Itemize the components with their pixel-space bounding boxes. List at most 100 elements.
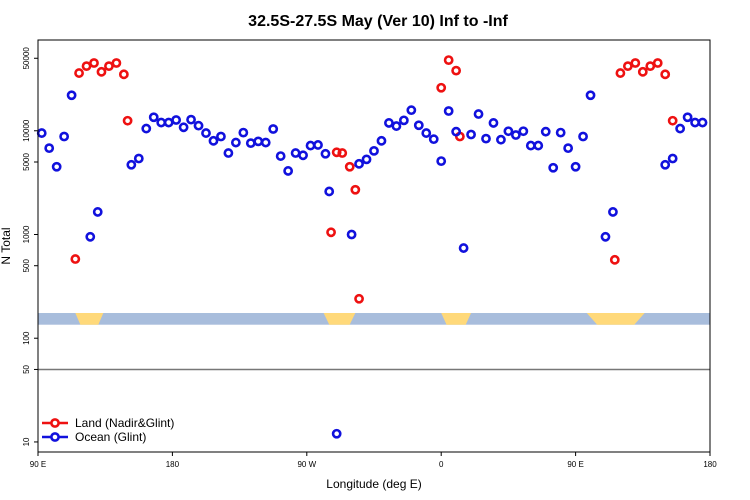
ocean-point-23 bbox=[238, 127, 249, 138]
land-point-22 bbox=[622, 61, 633, 72]
ocean-point-52 bbox=[458, 243, 469, 253]
land-point-18 bbox=[451, 65, 462, 76]
land-point-27 bbox=[660, 69, 671, 80]
ocean-point-59 bbox=[510, 130, 521, 140]
ocean-point-25 bbox=[253, 136, 264, 147]
y-tick-label-6: 5000 bbox=[22, 153, 31, 171]
ocean-point-14 bbox=[171, 115, 182, 125]
ocean-point-44 bbox=[398, 115, 409, 126]
y-axis: 10 50 100 500 1000 5000 10000 50000 bbox=[22, 47, 38, 446]
land-point-15 bbox=[354, 293, 364, 304]
land-point-11 bbox=[331, 147, 342, 158]
ocean-point-65 bbox=[555, 127, 566, 138]
legend-marker-ocean bbox=[50, 432, 60, 442]
ocean-point-60 bbox=[518, 126, 529, 137]
land-point-9 bbox=[122, 115, 133, 126]
ocean-point-28 bbox=[275, 151, 286, 161]
land-point-21 bbox=[615, 68, 626, 78]
ocean-point-45 bbox=[406, 105, 417, 116]
land-band-segment-1 bbox=[75, 313, 104, 325]
y-tick-label-3: 100 bbox=[22, 331, 31, 345]
land-point-14 bbox=[350, 184, 361, 195]
land-mask-band bbox=[38, 313, 710, 325]
ocean-point-53 bbox=[466, 129, 476, 140]
ocean-point-39 bbox=[361, 154, 372, 165]
y-axis-label: N Total bbox=[0, 227, 13, 264]
ocean-point-68 bbox=[578, 131, 588, 142]
chart-title: 32.5S-27.5S May (Ver 10) Inf to -Inf bbox=[248, 13, 508, 30]
ocean-point-36 bbox=[331, 428, 342, 439]
legend-label-land: Land (Nadir&Glint) bbox=[75, 416, 174, 430]
land-point-4 bbox=[89, 58, 99, 68]
ocean-point-72 bbox=[660, 159, 671, 170]
ocean-point-24 bbox=[245, 138, 256, 149]
y-tick-label-1: 10 bbox=[22, 437, 31, 446]
ocean-point-15 bbox=[178, 122, 189, 133]
x-tick-label-5: 90 E bbox=[567, 460, 583, 469]
ocean-point-75 bbox=[682, 112, 693, 123]
y-tick-label-4: 500 bbox=[22, 259, 31, 273]
ocean-point-35 bbox=[324, 186, 335, 197]
ocean-point-3 bbox=[51, 161, 62, 172]
ocean-band bbox=[38, 313, 710, 325]
ocean-point-76 bbox=[690, 117, 700, 128]
ocean-point-48 bbox=[428, 134, 439, 145]
data-points bbox=[36, 55, 708, 439]
x-tick-label-2: 180 bbox=[166, 460, 180, 469]
ocean-point-56 bbox=[488, 118, 499, 128]
land-band-segment-4 bbox=[586, 313, 645, 325]
land-point-7 bbox=[111, 58, 122, 68]
ocean-point-21 bbox=[223, 148, 234, 158]
land-point-20 bbox=[609, 254, 620, 265]
ocean-point-46 bbox=[413, 120, 424, 131]
ocean-point-62 bbox=[533, 140, 544, 151]
ocean-point-32 bbox=[305, 140, 316, 151]
land-point-6 bbox=[104, 61, 114, 72]
y-tick-label-7: 10000 bbox=[22, 119, 31, 142]
legend: Land (Nadir&Glint)Ocean (Glint) bbox=[42, 416, 174, 444]
ocean-point-30 bbox=[290, 148, 301, 158]
ocean-point-34 bbox=[320, 148, 331, 159]
land-point-24 bbox=[637, 66, 648, 77]
ocean-point-67 bbox=[570, 161, 581, 172]
y-tick-label-8: 50000 bbox=[22, 47, 31, 70]
ocean-point-70 bbox=[600, 231, 611, 242]
ocean-point-6 bbox=[85, 231, 96, 242]
ocean-point-11 bbox=[148, 112, 159, 123]
ocean-point-64 bbox=[548, 162, 559, 173]
ocean-point-49 bbox=[436, 156, 447, 167]
land-point-5 bbox=[96, 66, 107, 77]
ocean-point-8 bbox=[126, 159, 137, 170]
ocean-point-69 bbox=[585, 90, 596, 101]
ocean-point-77 bbox=[697, 117, 708, 128]
land-point-8 bbox=[118, 69, 129, 80]
land-point-16 bbox=[436, 82, 447, 93]
land-point-17 bbox=[443, 55, 454, 66]
ocean-point-22 bbox=[230, 137, 241, 148]
ocean-point-51 bbox=[451, 126, 462, 137]
ocean-point-13 bbox=[163, 117, 174, 128]
ocean-point-19 bbox=[208, 135, 219, 146]
ocean-point-41 bbox=[376, 135, 387, 146]
land-point-23 bbox=[630, 58, 641, 68]
ocean-point-54 bbox=[473, 109, 484, 119]
land-band-segment-2 bbox=[323, 313, 356, 325]
ocean-point-12 bbox=[156, 117, 167, 128]
ocean-point-29 bbox=[283, 166, 294, 176]
ocean-point-37 bbox=[346, 229, 357, 240]
land-point-12 bbox=[337, 148, 348, 158]
ocean-point-57 bbox=[496, 134, 506, 145]
ocean-point-16 bbox=[186, 114, 196, 125]
ocean-point-47 bbox=[421, 128, 432, 138]
ocean-point-4 bbox=[59, 131, 70, 142]
ocean-point-5 bbox=[66, 90, 77, 101]
x-tick-label-4: 0 bbox=[439, 460, 444, 469]
legend-marker-land bbox=[50, 418, 60, 428]
ocean-point-42 bbox=[384, 118, 394, 128]
ocean-point-63 bbox=[540, 126, 551, 137]
land-point-1 bbox=[70, 254, 81, 264]
ocean-point-17 bbox=[193, 120, 204, 131]
ocean-point-38 bbox=[354, 158, 364, 169]
ocean-point-2 bbox=[44, 143, 55, 154]
